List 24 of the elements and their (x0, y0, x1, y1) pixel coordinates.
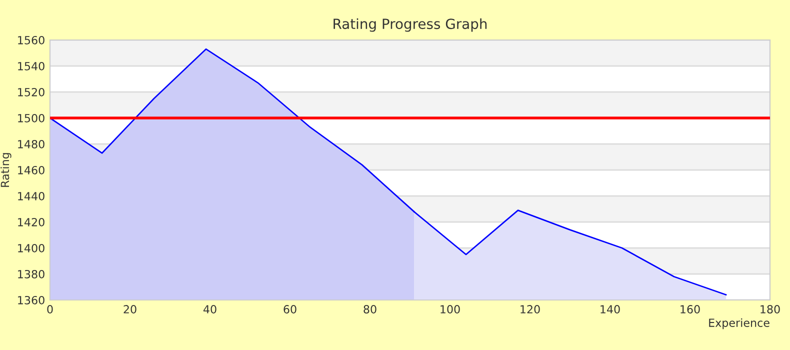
x-axis-title: Experience (709, 318, 770, 330)
y-tick-label: 1380 (18, 270, 44, 278)
x-tick-label: 160 (680, 305, 700, 314)
y-tick-label: 1480 (18, 140, 44, 148)
x-tick-label: 120 (520, 305, 540, 314)
y-tick-label: 1540 (18, 62, 44, 70)
x-tick-label: 40 (203, 305, 216, 314)
y-tick-label: 1520 (18, 88, 44, 96)
y-tick-label: 1460 (18, 166, 44, 174)
x-tick-label: 60 (284, 305, 296, 314)
x-tick-label: 20 (124, 305, 136, 314)
chart-title: Rating Progress Graph (334, 18, 487, 32)
x-tick-label: 180 (760, 305, 780, 314)
x-tick-label: 140 (600, 305, 620, 314)
x-tick-label: 0 (47, 305, 53, 314)
y-axis-title: Rating (0, 153, 12, 187)
y-tick-label: 1400 (18, 244, 44, 252)
y-tick-label: 1560 (18, 36, 44, 44)
y-tick-label: 1500 (18, 114, 44, 122)
x-tick-label: 80 (364, 305, 376, 314)
y-tick-label: 1420 (18, 218, 44, 226)
x-tick-label: 100 (440, 305, 460, 314)
y-tick-label: 1360 (18, 296, 44, 304)
y-tick-label: 1440 (18, 192, 44, 200)
